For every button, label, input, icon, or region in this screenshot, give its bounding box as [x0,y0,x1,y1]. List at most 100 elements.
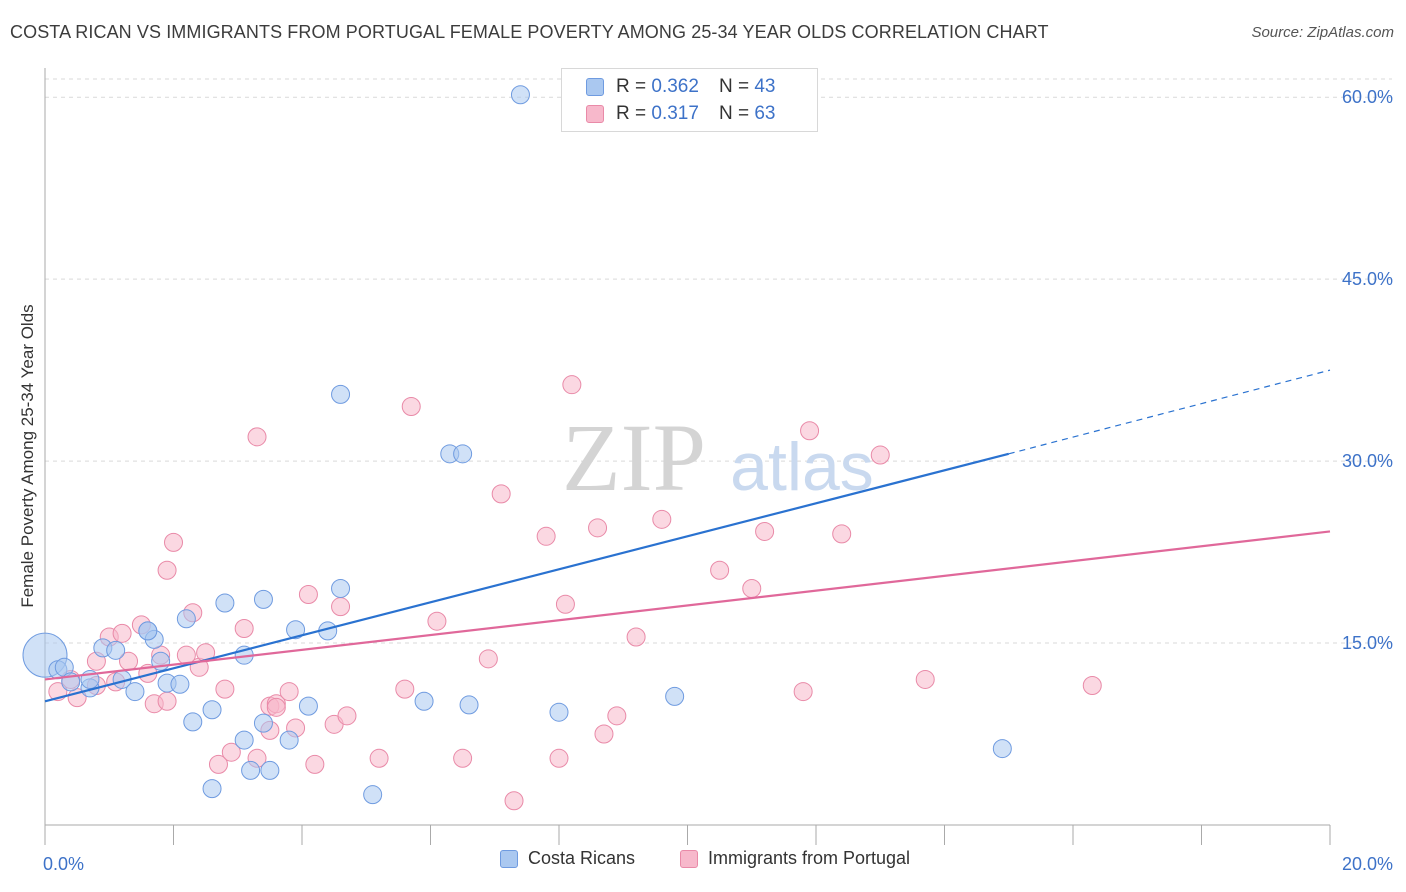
r-label: R = [616,76,647,97]
costa-rican-point [202,779,222,799]
portugal-point [266,697,286,717]
y-tick-label: 30.0% [1342,451,1393,471]
chart-title: COSTA RICAN VS IMMIGRANTS FROM PORTUGAL … [10,22,1049,42]
n-label: N = [718,103,750,124]
costa-rican-point [260,760,280,780]
series-portugal-points [48,375,1102,811]
n-label: N = [718,76,750,97]
portugal-trend-line [44,530,1331,681]
costa-rican-point [510,85,530,105]
costa-rican-point [138,621,158,641]
costa-rican-point [125,682,145,702]
gridlines [45,78,1392,644]
costa-rican-point [106,640,126,660]
portugal-point [401,397,421,417]
costa-rican-point [253,589,273,609]
portugal-point [298,585,318,605]
portugal-point [710,560,730,580]
legend-item-costa-ricans[interactable]: Costa Ricans [500,848,635,869]
axes [44,68,1331,845]
costa-rican-point [183,712,203,732]
portugal-point [491,484,511,504]
costa-rican-point [170,674,190,694]
r-value: 0.362 [651,76,699,97]
r-label: R = [616,103,647,124]
costa-rican-trend-line [44,452,1010,703]
legend-item-portugal[interactable]: Immigrants from Portugal [680,848,910,869]
portugal-point [607,706,627,726]
costa-rican-point [331,578,351,598]
costa-rican-point [414,691,434,711]
costa-rican-point [459,695,479,715]
legend-label-costa-ricans: Costa Ricans [528,848,636,868]
costa-rican-point [992,739,1012,759]
y-tick-label: 60.0% [1342,87,1393,107]
n-value: 63 [754,103,776,124]
portugal-point [453,748,473,768]
costa-rican-trend-extension [1008,369,1331,455]
portugal-point [536,526,556,546]
portugal-point [562,375,582,395]
y-tick-label: 45.0% [1342,269,1393,289]
stats-row-portugal: R = 0.317 N = 63 [586,101,775,127]
costa-ricans-swatch [586,78,604,96]
x-tick-label-max: 20.0% [1342,854,1393,874]
portugal-point [832,524,852,544]
portugal-point [1082,676,1102,696]
bottom-legend: Costa Ricans Immigrants from Portugal [0,848,1406,882]
r-value: 0.317 [651,103,699,124]
portugal-point [164,532,183,552]
portugal-point [369,748,389,768]
portugal-point [279,682,299,702]
portugal-point [588,518,608,538]
portugal-point [793,682,813,702]
portugal-point [157,560,177,580]
portugal-point [215,679,235,699]
stats-legend: R = 0.362 N = 43 R = 0.317 N = 63 [561,68,818,132]
costa-rican-point [279,730,299,750]
costa-rican-point [234,730,254,750]
portugal-point [427,611,447,631]
portugal-swatch [586,105,604,123]
x-tick-label-min: 0.0% [43,854,84,874]
costa-rican-point [298,696,318,716]
portugal-point [800,421,820,441]
costa-rican-point [363,785,383,805]
portugal-point [478,649,498,669]
portugal-point [555,594,575,614]
portugal-point [157,691,177,711]
portugal-point [305,754,325,774]
series-costa-rican-points [22,85,1012,805]
y-axis-label: Female Poverty Among 25-34 Year Olds [18,304,37,608]
tick-labels: 15.0% 30.0% 45.0% 60.0% 0.0% 20.0% [43,87,1393,874]
watermark-zip: ZIP [562,404,706,511]
costa-rican-point [453,444,473,464]
costa-rican-point [241,760,261,780]
costa-rican-point [176,609,196,629]
legend-label-portugal: Immigrants from Portugal [708,848,911,868]
portugal-point [549,748,569,768]
watermark-atlas: atlas [730,429,874,505]
portugal-point [755,521,775,541]
portugal-point [234,618,254,638]
source-label: Source: ZipAtlas.com [1251,24,1394,41]
portugal-point [594,724,614,744]
portugal-point [626,627,646,647]
stats-row-costa-ricans: R = 0.362 N = 43 [586,74,775,100]
n-value: 43 [754,76,776,97]
portugal-point [742,578,762,598]
costa-rican-point [549,702,569,722]
legend-swatch-costa-ricans [500,849,518,868]
portugal-point [337,706,357,726]
costa-rican-point [286,620,306,640]
watermark: ZIP atlas [562,404,874,511]
portugal-point [504,791,524,811]
costa-rican-point [665,686,685,706]
portugal-point [652,509,672,529]
portugal-point [395,679,415,699]
costa-rican-point [331,384,351,404]
legend-swatch-portugal [680,849,698,868]
portugal-point [331,597,351,617]
portugal-point [247,427,267,447]
